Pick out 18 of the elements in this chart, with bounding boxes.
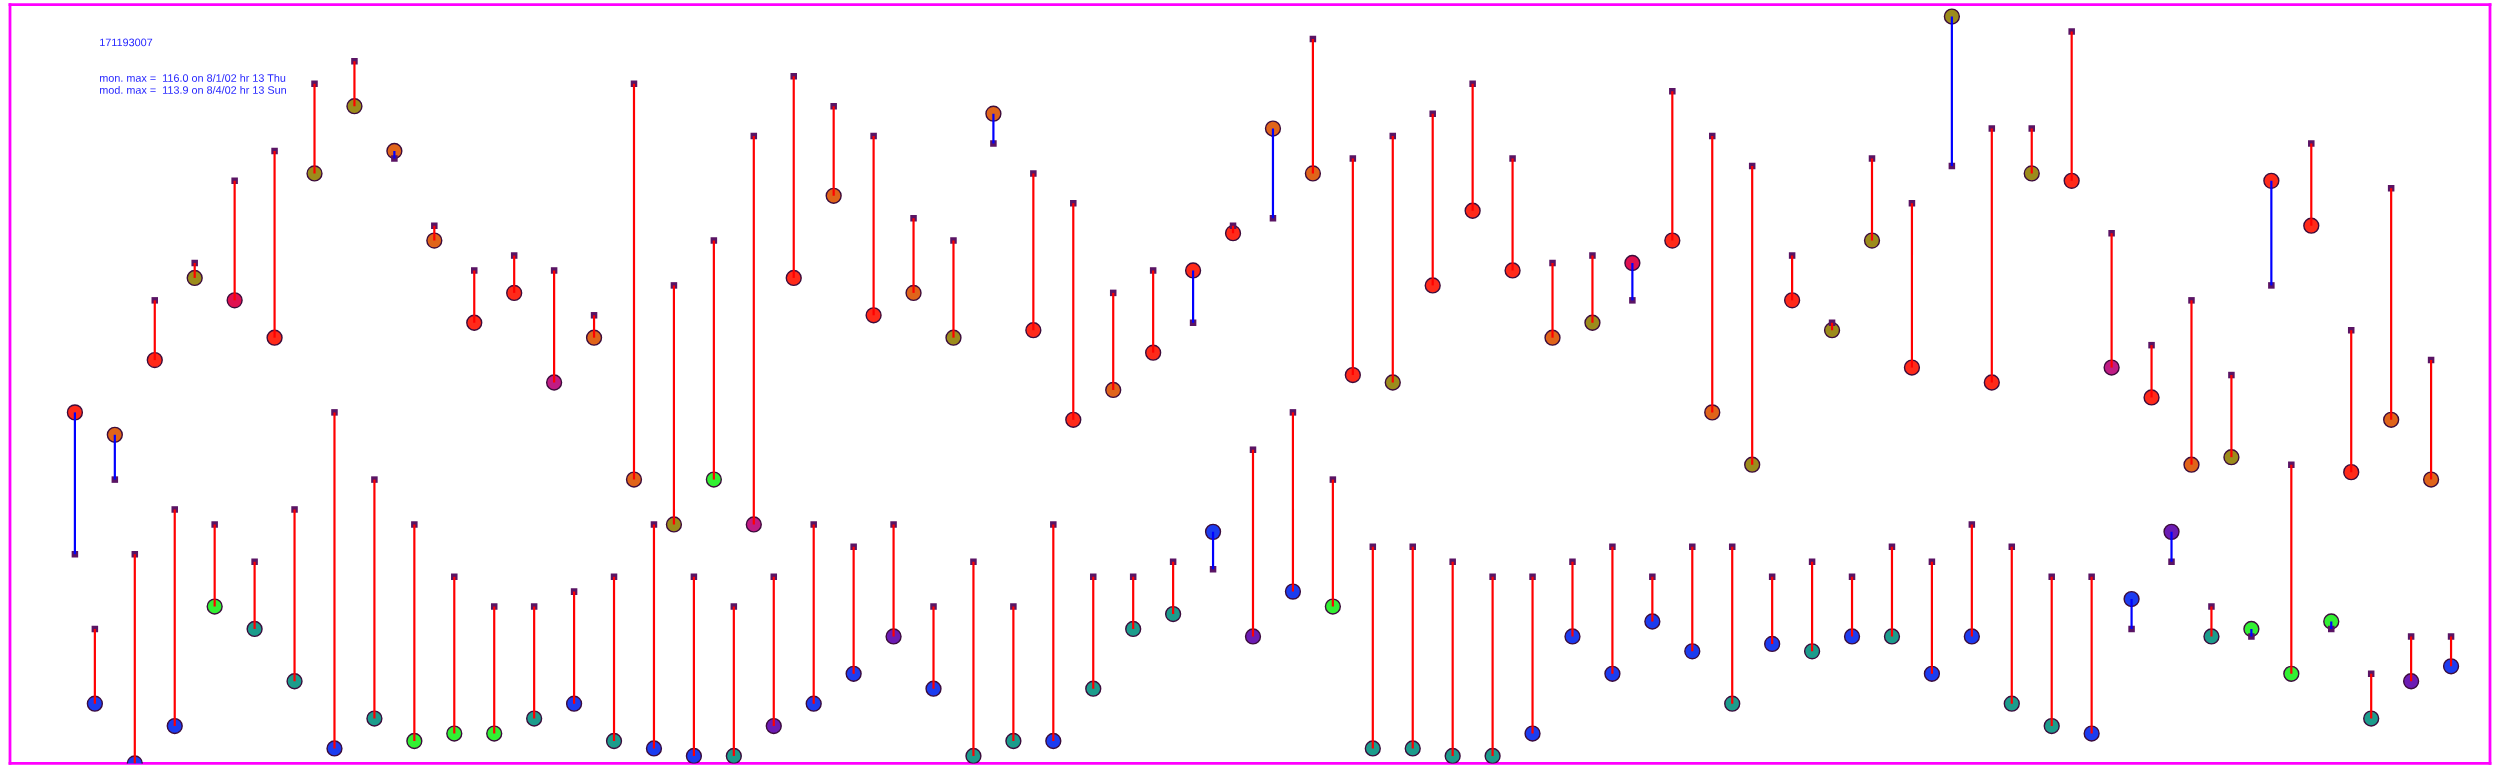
candlestick [672, 285, 676, 525]
candlestick [1271, 128, 1275, 219]
candlestick [1251, 449, 1255, 637]
candlestick [632, 83, 636, 480]
candlestick [652, 524, 656, 749]
candlestick [1291, 412, 1295, 592]
candlestick [1890, 546, 1894, 637]
candlestick [1870, 158, 1874, 241]
candlestick [2449, 636, 2453, 667]
candlestick [1850, 576, 1854, 637]
candlestick [612, 576, 616, 741]
candlestick [1910, 203, 1914, 368]
annotation: mon. max = 116.0 on 8/1/02 hr 13 Thu [100, 73, 286, 82]
candlestick [1211, 531, 1215, 570]
text: 171193007 [100, 38, 153, 47]
candlestick [572, 591, 576, 704]
candlestick [592, 315, 596, 338]
annotation: mod. max = 113.9 on 8/4/02 hr 13 Sun [100, 85, 286, 94]
